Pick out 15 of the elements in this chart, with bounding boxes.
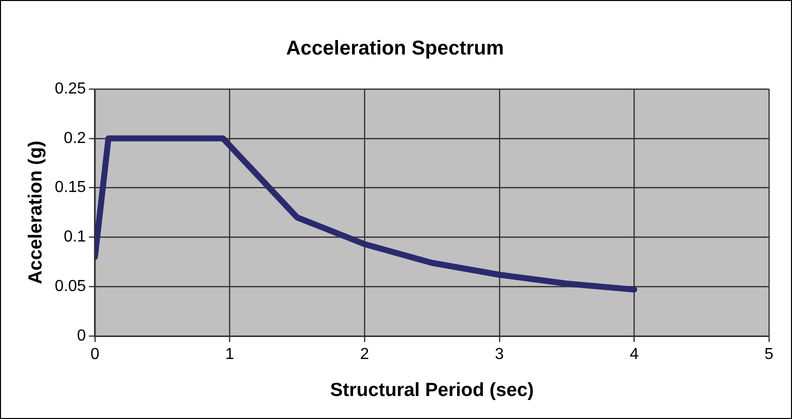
y-tick-label: 0.25 — [54, 80, 86, 98]
x-tick-label: 1 — [225, 346, 234, 364]
chart-title: Acceleration Spectrum — [286, 38, 504, 60]
y-axis-title: Acceleration (g) — [26, 140, 47, 284]
x-tick-label: 0 — [90, 346, 100, 364]
x-tick-label: 2 — [360, 346, 370, 364]
y-tick-label: 0 — [77, 327, 86, 344]
x-tick-label: 5 — [764, 346, 774, 364]
x-axis-title: Structural Period (sec) — [330, 380, 534, 401]
x-tick-label: 3 — [494, 346, 504, 364]
y-tick-label: 0.1 — [64, 228, 86, 246]
y-tick-label: 0.2 — [64, 130, 86, 147]
x-tick-label: 4 — [630, 346, 639, 364]
y-tick-label: 0.15 — [54, 179, 86, 196]
y-tick-label: 0.05 — [54, 278, 86, 296]
